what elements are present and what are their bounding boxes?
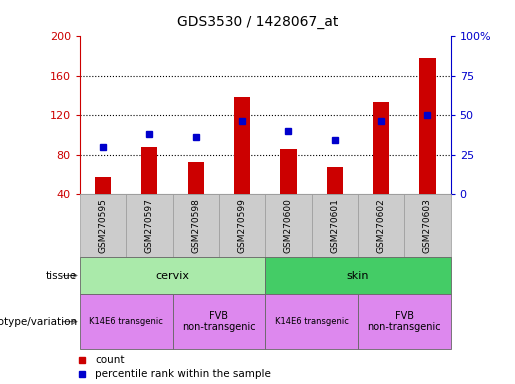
Text: FVB
non-transgenic: FVB non-transgenic	[182, 311, 255, 333]
Text: count: count	[95, 355, 125, 365]
Text: skin: skin	[347, 270, 369, 281]
Text: K14E6 transgenic: K14E6 transgenic	[274, 317, 349, 326]
Text: GSM270600: GSM270600	[284, 198, 293, 253]
Bar	[419, 58, 436, 194]
Text: FVB
non-transgenic: FVB non-transgenic	[368, 311, 441, 333]
Bar	[373, 103, 389, 194]
Text: tissue: tissue	[46, 270, 77, 281]
Bar	[234, 98, 250, 194]
Bar	[141, 147, 158, 194]
Text: GSM270603: GSM270603	[423, 198, 432, 253]
Text: GDS3530 / 1428067_at: GDS3530 / 1428067_at	[177, 15, 338, 29]
Text: K14E6 transgenic: K14E6 transgenic	[89, 317, 163, 326]
Bar	[327, 167, 343, 194]
Bar	[187, 162, 204, 194]
Bar	[95, 177, 111, 194]
Text: GSM270598: GSM270598	[191, 198, 200, 253]
Text: genotype/variation: genotype/variation	[0, 316, 77, 327]
Text: GSM270601: GSM270601	[330, 198, 339, 253]
Bar	[280, 149, 297, 194]
Text: GSM270599: GSM270599	[237, 198, 247, 253]
Text: GSM270597: GSM270597	[145, 198, 154, 253]
Text: cervix: cervix	[156, 270, 190, 281]
Text: GSM270602: GSM270602	[376, 198, 386, 253]
Text: percentile rank within the sample: percentile rank within the sample	[95, 369, 271, 379]
Text: GSM270595: GSM270595	[98, 198, 108, 253]
